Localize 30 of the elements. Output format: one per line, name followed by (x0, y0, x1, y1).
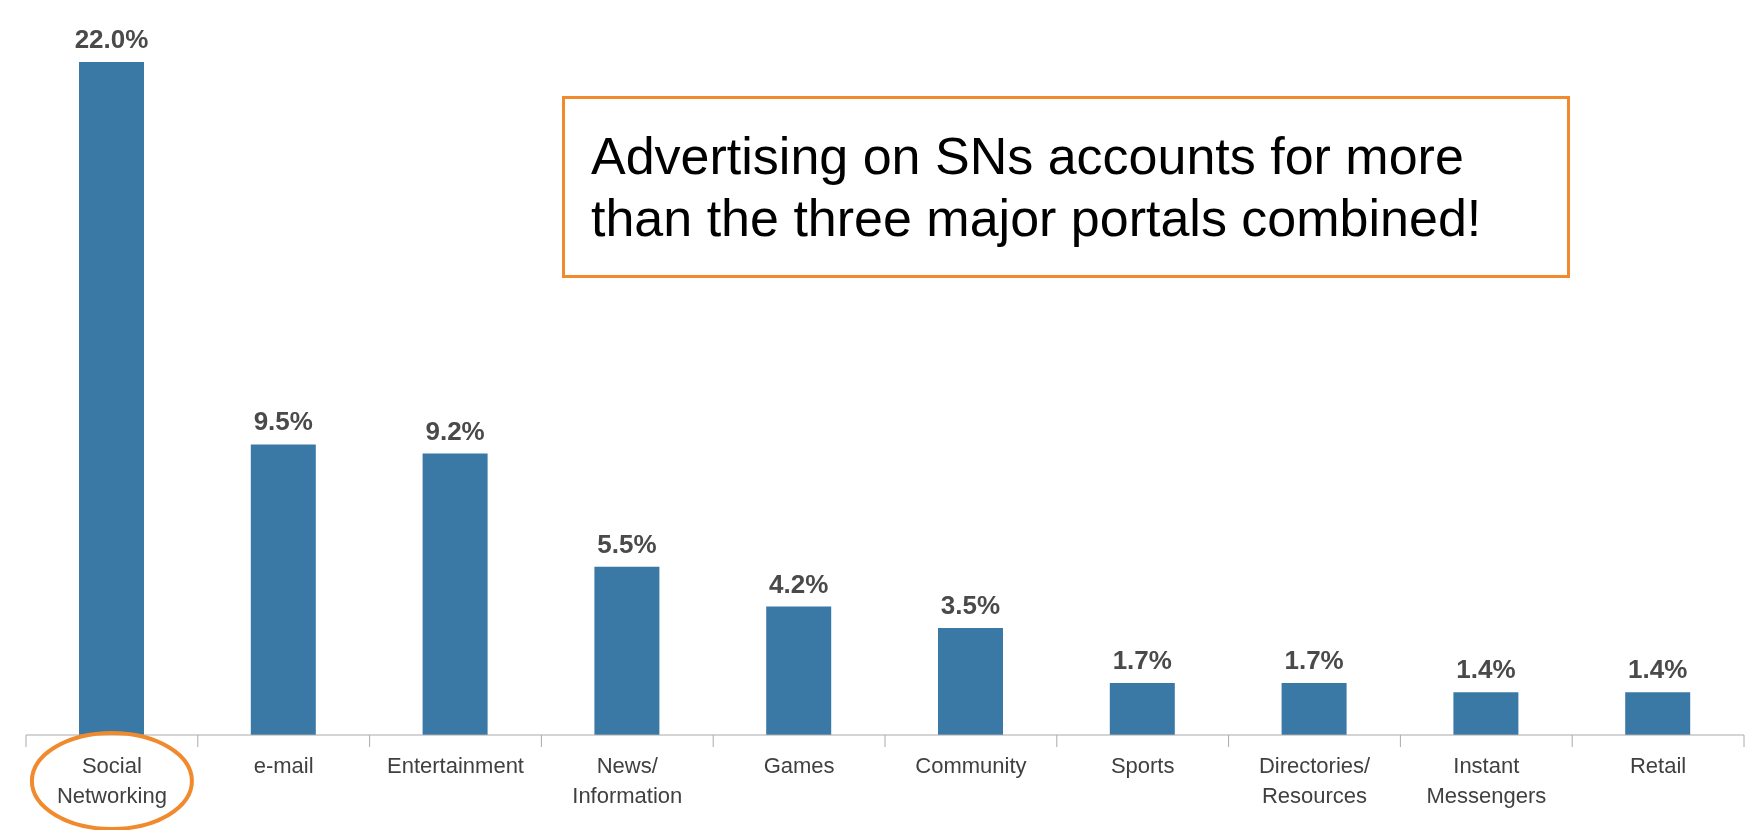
data-label: 3.5% (940, 589, 1001, 620)
annotation: Advertising on SNs accounts for more than the three major portals combined! (562, 96, 1570, 278)
data-label: 1.7% (1112, 645, 1172, 675)
data-label: 22.0% (74, 24, 149, 54)
bar (422, 453, 488, 735)
data-label: 4.2% (769, 568, 829, 599)
data-label: 9.5% (253, 406, 313, 437)
data-label: 9.2% (425, 415, 485, 446)
x-tick-label: Community (915, 753, 1027, 778)
bar (1625, 692, 1691, 735)
bar (1453, 692, 1519, 735)
bar (1109, 683, 1175, 735)
x-tick-label: Retail (1629, 753, 1687, 778)
x-tick-label: Social Networking (56, 753, 167, 808)
x-tick-label: Sports (1110, 753, 1175, 778)
data-label: 1.4% (1456, 654, 1516, 685)
x-tick-label: News/Information (572, 753, 683, 808)
bar (938, 627, 1003, 735)
bar (766, 606, 832, 735)
x-tick-label: Instant Messengers (1426, 753, 1547, 808)
x-tick-label: e-mail (253, 753, 314, 778)
bar (1281, 683, 1347, 735)
x-tick-label: Directories/Resources (1258, 753, 1372, 808)
x-tick-label: Games (763, 753, 835, 778)
data-label: 5.5% (597, 528, 657, 559)
data-label: 1.7% (1284, 645, 1344, 675)
bar (594, 566, 660, 735)
x-tick-label: Entertainment (387, 753, 524, 778)
bar (250, 444, 316, 735)
data-label: 1.4% (1628, 654, 1688, 685)
